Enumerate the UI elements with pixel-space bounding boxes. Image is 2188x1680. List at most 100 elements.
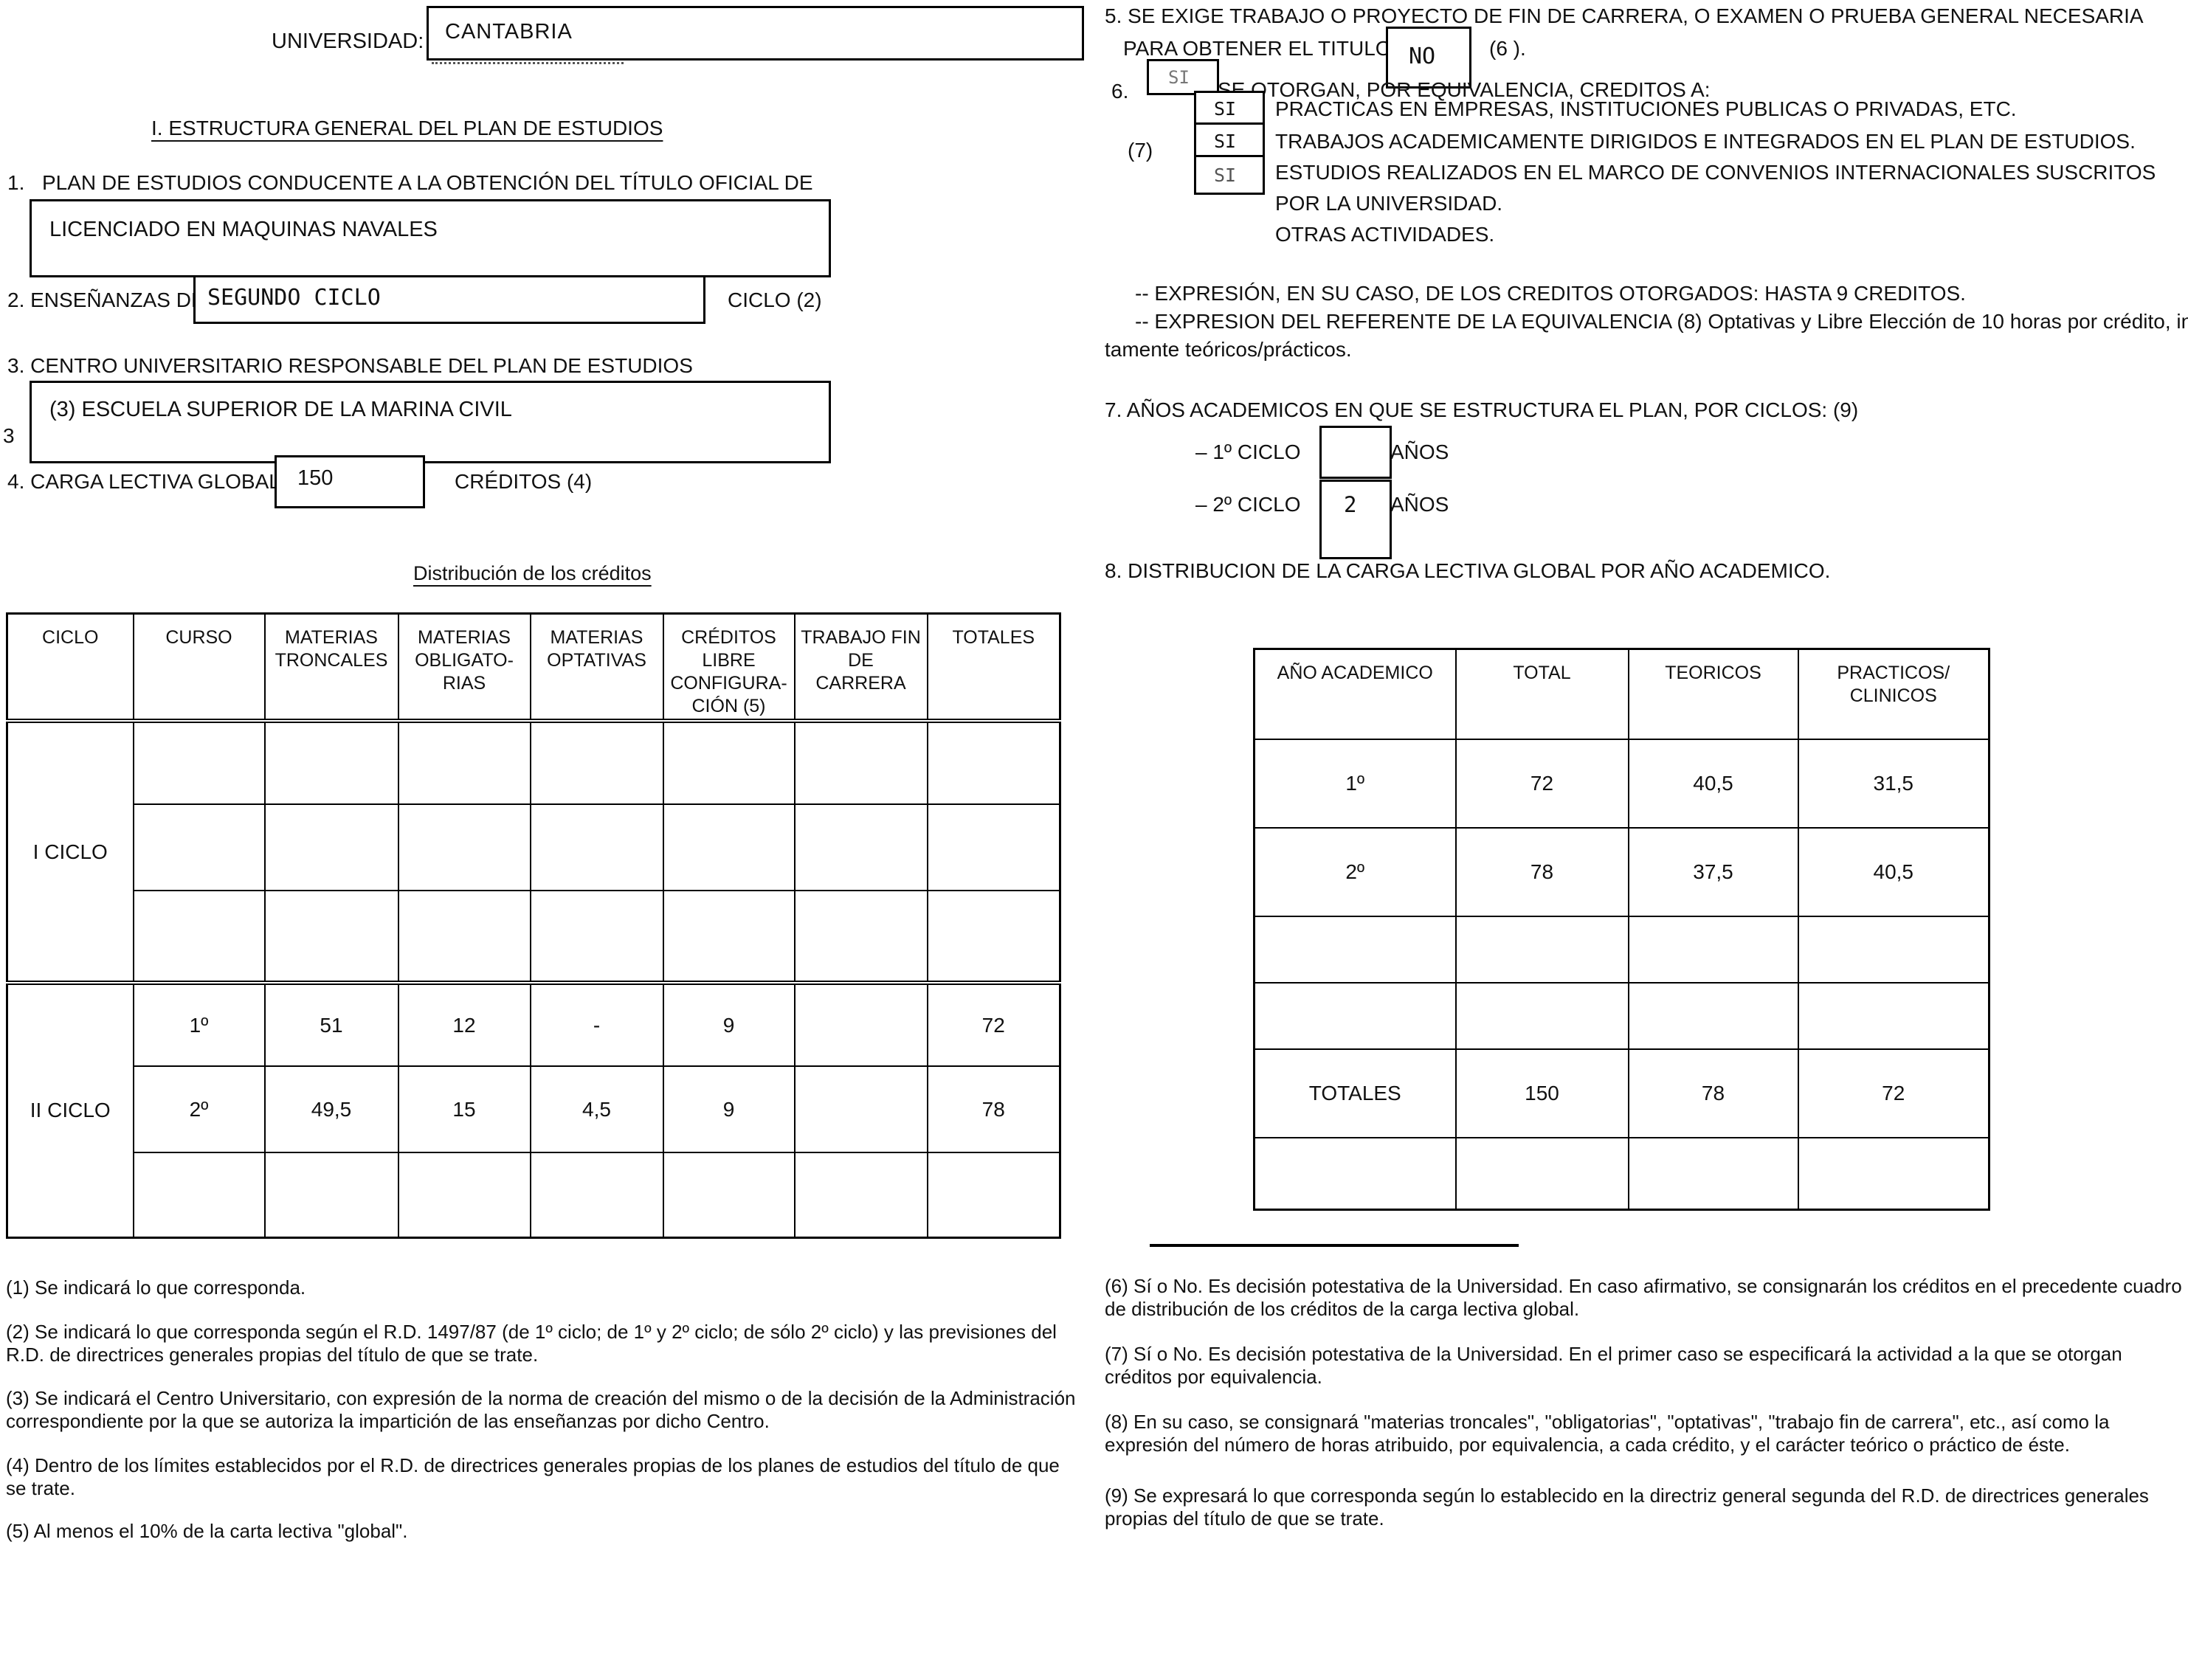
table-row: 1º 72 40,5 31,5 [1253,738,1990,829]
option3-answer: SI [1214,165,1237,186]
table-cell [263,803,399,891]
option3-text: ESTUDIOS REALIZADOS EN EL MARCO DE CONVE… [1275,161,2156,184]
item2-label: 2. ENSEÑANZAS DE [7,288,205,311]
table-cell: 78 [926,1065,1061,1153]
cycle1-unit: AÑOS [1390,440,1449,463]
col-header-troncales: MATERIAS TRONCALES [263,612,399,723]
section-title: I. ESTRUCTURA GENERAL DEL PLAN DE ESTUDI… [151,117,663,139]
table-cell [1454,1136,1629,1211]
cycle2-years-box: 2 [1319,480,1392,559]
option2-answer: SI [1214,131,1237,152]
item2-suffix: CICLO (2) [728,288,822,311]
option1-answer-box: SI [1194,91,1265,127]
table-cell [1627,1136,1799,1211]
table-cell [1797,915,1990,984]
cycle2-label: – 2º CICLO [1195,493,1301,516]
table-cell [397,1152,531,1238]
table-cell [1627,981,1799,1050]
table-cell [263,1152,399,1238]
table-row [1253,981,1990,1050]
table-cell: 2º [132,1065,266,1153]
table-cell: 9 [662,1065,796,1153]
table-row [1253,1136,1990,1211]
table-cell: 40,5 [1627,738,1799,829]
item6-label: SE OTORGAN, POR EQUIVALENCIA, CREDITOS A… [1218,78,1711,101]
expression-equivalencia-line2: tamente teóricos/prácticos. [1105,338,1352,361]
item6-ref: (7) [1128,139,1153,162]
table-cell [1253,1136,1457,1211]
table-cell: 72 [926,981,1061,1067]
cycle2-years-value: 2 [1344,492,1357,517]
equivalencia-answer-box: SI [1147,59,1219,95]
footnote-4: (4) Dentro de los límites establecidos p… [6,1454,1060,1499]
dotted-rule [432,62,624,64]
footnote-1: (1) Se indicará lo que corresponda. [6,1276,306,1299]
table-cell [793,1065,928,1153]
table-cell [926,803,1061,891]
item5-suffix: (6 ). [1489,37,1526,60]
table-cell [397,720,531,805]
table-cell: 1º [132,981,266,1067]
footnote-3: (3) Se indicará el Centro Universitario,… [6,1387,1076,1432]
footnote-7: (7) Sí o No. Es decisión potestativa de … [1105,1343,2122,1388]
yearly-load-table: AÑO ACADEMICO TOTAL TEORICOS PRACTICOS/ … [1253,648,1990,1211]
table-cell [662,720,796,805]
table-cell: 1º [1253,738,1457,829]
table-cell [529,890,664,984]
footnote-2: (2) Se indicará lo que corresponda según… [6,1321,1057,1366]
col-header-optativas: MATERIAS OPTATIVAS [529,612,664,723]
table-cell [1253,915,1457,984]
footnote-8: (8) En su caso, se consignará "materias … [1105,1411,2110,1456]
totals-label-cell: TOTALES [1253,1048,1457,1138]
item5-line2: PARA OBTENER EL TITULO [1123,37,1392,60]
ensenanzas-value-box: SEGUNDO CICLO [193,275,705,324]
item7-label: 7. AÑOS ACADEMICOS EN QUE SE ESTRUCTURA … [1105,398,1859,421]
table-cell [926,890,1061,984]
table-cell: 40,5 [1797,826,1990,917]
fin-carrera-answer-box: NO [1386,27,1471,89]
table-cell [529,720,664,805]
table-cell [926,1152,1061,1238]
table-cell [1627,915,1799,984]
table-cell: - [529,981,664,1067]
col-header-obligatorias: MATERIAS OBLIGATO- RIAS [397,612,531,723]
table-cell [1454,981,1629,1050]
table-cell [529,1152,664,1238]
option2-text: TRABAJOS ACADEMICAMENTE DIRIGIDOS E INTE… [1275,130,2136,153]
equivalencia-answer: SI [1168,67,1190,88]
item8-label: 8. DISTRIBUCION DE LA CARGA LECTIVA GLOB… [1105,559,1831,582]
table-cell [662,803,796,891]
credits-table-title: Distribución de los créditos [413,562,652,584]
table-cell [793,890,928,984]
col-header-total: TOTAL [1454,648,1629,740]
table-cell: 72 [1797,1048,1990,1138]
table-cell [1454,915,1629,984]
expression-credits-line: -- EXPRESIÓN, EN SU CASO, DE LOS CREDITO… [1135,282,1966,305]
option2-answer-box: SI [1194,122,1265,159]
table-row: 2º 78 37,5 40,5 [1253,826,1990,917]
col-header-practicos: PRACTICOS/ CLINICOS [1797,648,1990,740]
table-row: II CICLO 1º 51 12 - 9 72 [6,981,1061,1238]
ensenanzas-value: SEGUNDO CICLO [207,285,381,311]
col-header-libre-config: CRÉDITOS LIBRE CONFIGURA- CIÓN (5) [662,612,796,723]
extra-option-text: OTRAS ACTIVIDADES. [1275,223,1495,246]
table-cell [793,981,928,1067]
option3-answer-box: SI [1194,155,1265,195]
item6-number: 6. [1111,80,1129,103]
item4-suffix: CRÉDITOS (4) [455,470,593,493]
item3-label: 3. CENTRO UNIVERSITARIO RESPONSABLE DEL … [7,354,693,377]
table-cell [1253,981,1457,1050]
table-cell: 72 [1454,738,1629,829]
table-cell: 2º [1253,826,1457,917]
cycle1-label: – 1º CICLO [1195,440,1301,463]
table-cell [263,720,399,805]
col-header-curso: CURSO [132,612,266,723]
table-cell [397,890,531,984]
degree-title-value: LICENCIADO EN MAQUINAS NAVALES [49,218,438,241]
item5-line1: 5. SE EXIGE TRABAJO O PROYECTO DE FIN DE… [1105,4,2144,27]
table-cell: 49,5 [263,1065,399,1153]
fin-carrera-answer: NO [1409,44,1436,69]
university-label: UNIVERSIDAD: [272,30,424,53]
table-row: I CICLO [6,720,1061,984]
